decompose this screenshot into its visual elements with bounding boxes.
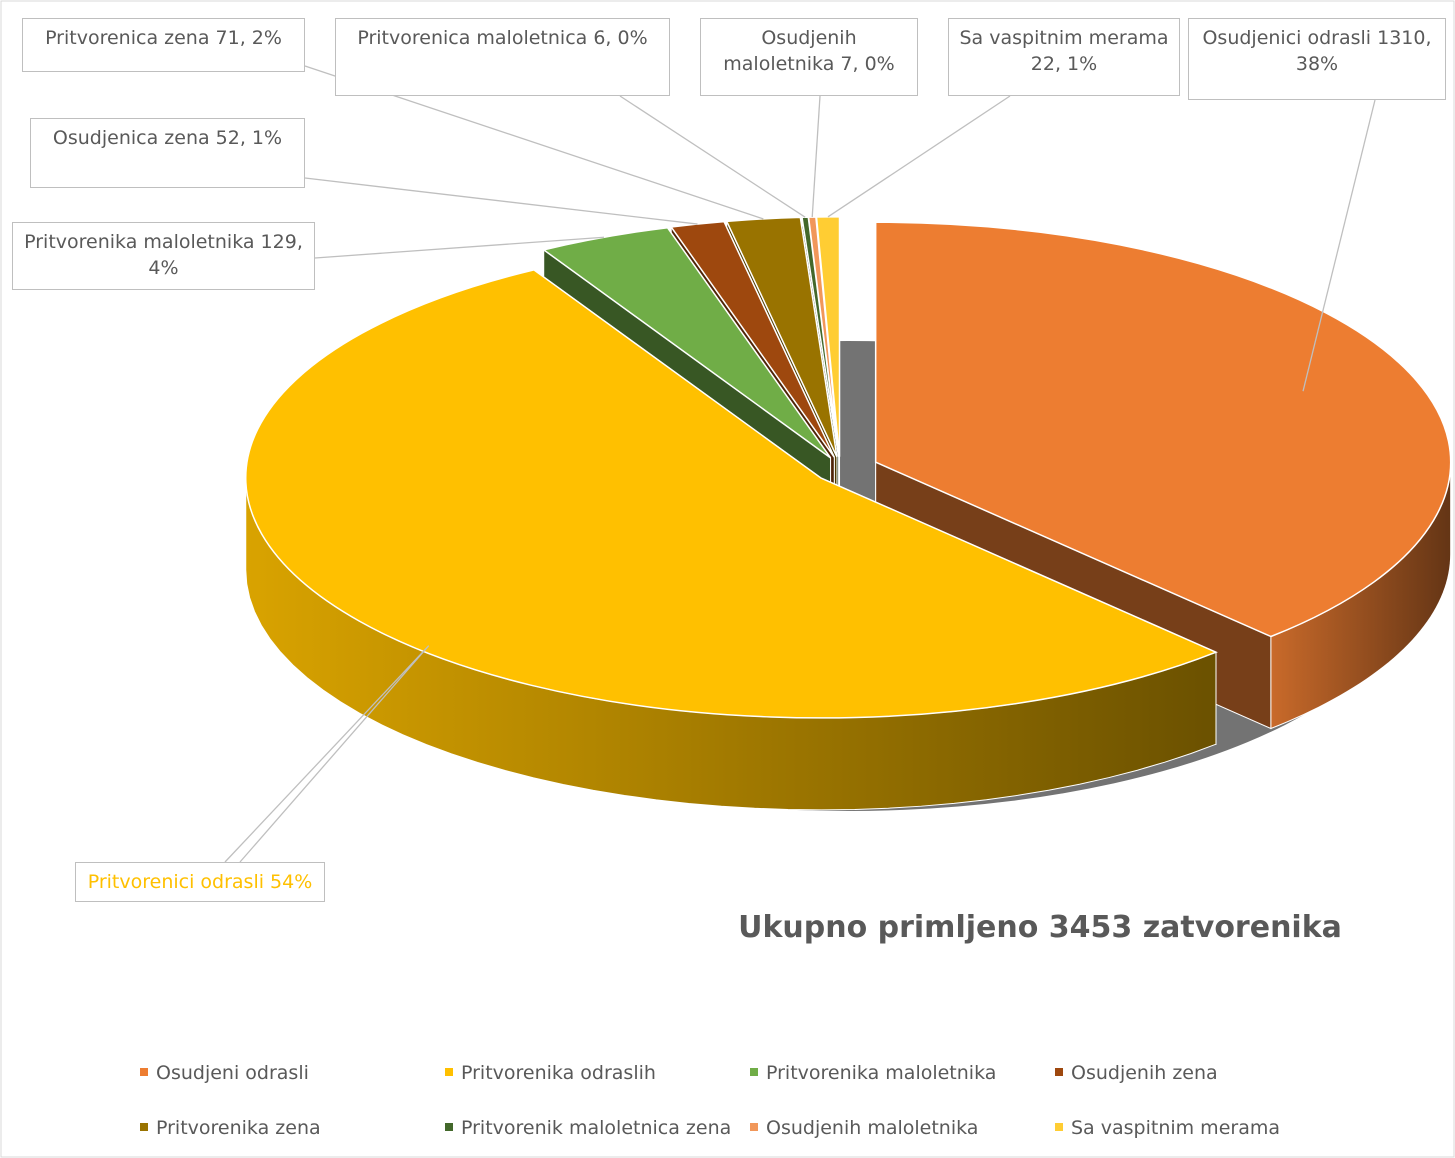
leader-line xyxy=(1302,99,1376,392)
data-label: Pritvorenici odrasli 54% xyxy=(75,862,325,902)
slice xyxy=(541,226,832,459)
legend-item: Osudjeni odrasli xyxy=(140,1062,309,1084)
legend-swatch xyxy=(140,1067,148,1076)
legend-label: Osudjeni odrasli xyxy=(156,1062,309,1084)
chart-title: Ukupno primljeno 3453 zatvorenika xyxy=(738,910,1342,945)
legend-label: Pritvorenika odraslih xyxy=(461,1062,656,1084)
legend-swatch xyxy=(140,1122,148,1131)
leader-line xyxy=(811,95,821,218)
slice xyxy=(874,221,1452,638)
legend-swatch xyxy=(1055,1122,1063,1131)
legend-swatch xyxy=(445,1122,453,1131)
legend-item: Pritvorenika zena xyxy=(140,1117,321,1139)
data-label: Sa vaspitnim merama 22, 1% xyxy=(948,18,1180,96)
legend-label: Pritvorenika maloletnika xyxy=(766,1062,997,1084)
legend-item: Pritvorenika maloletnika xyxy=(750,1062,996,1084)
slice xyxy=(669,220,835,458)
legend-label: Osudjenih maloletnika xyxy=(766,1117,979,1139)
leader-line xyxy=(314,236,605,259)
data-label: Osudjenica zena 52, 1% xyxy=(30,118,305,188)
leader-line xyxy=(619,95,806,218)
legend-item: Pritvorenik maloletnica zena xyxy=(445,1117,731,1139)
data-label: Osudjenici odrasli 1310, 38% xyxy=(1188,18,1446,100)
slice xyxy=(245,269,1218,719)
legend-swatch xyxy=(1055,1067,1063,1076)
legend-item: Osudjenih maloletnika xyxy=(750,1117,978,1139)
legend-swatch xyxy=(445,1067,453,1076)
legend-label: Pritvorenik maloletnica zena xyxy=(461,1117,732,1139)
legend-label: Pritvorenika zena xyxy=(156,1117,321,1139)
data-label: Pritvorenica zena 71, 2% xyxy=(22,18,305,72)
data-label: Pritvorenika maloletnika 129, 4% xyxy=(12,222,315,290)
legend-item: Pritvorenika odraslih xyxy=(445,1062,656,1084)
legend-label: Sa vaspitnim merama xyxy=(1071,1117,1280,1139)
leader-line xyxy=(827,95,1011,218)
slice xyxy=(815,216,841,457)
legend-label: Osudjenih zena xyxy=(1071,1062,1218,1084)
data-label: Osudjenih maloletnika 7, 0% xyxy=(700,18,918,96)
legend-swatch xyxy=(750,1122,758,1131)
legend-item: Osudjenih zena xyxy=(1055,1062,1218,1084)
leader-line xyxy=(224,645,430,863)
legend-item: Sa vaspitnim merama xyxy=(1055,1117,1280,1139)
slice xyxy=(725,216,838,458)
leader-line xyxy=(304,177,698,225)
legend-swatch xyxy=(750,1067,758,1076)
data-label: Pritvorenica maloletnica 6, 0% xyxy=(335,18,670,96)
